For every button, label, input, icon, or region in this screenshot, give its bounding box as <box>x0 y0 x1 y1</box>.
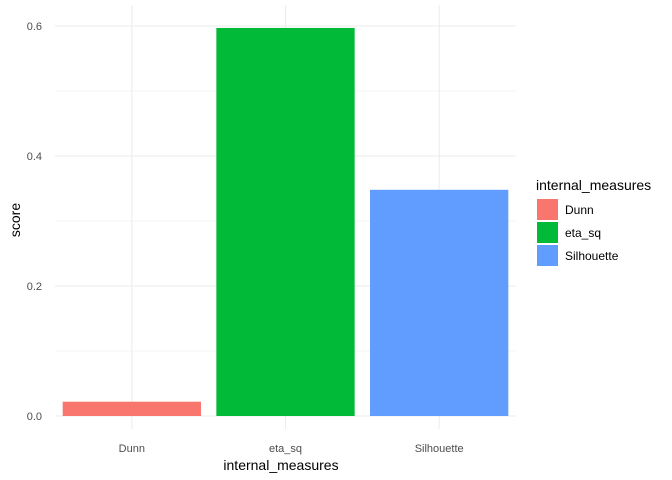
y-tick-label: 0.2 <box>27 281 42 293</box>
x-axis-ticks: Dunn eta_sq Silhouette <box>119 443 464 455</box>
x-axis-title: internal_measures <box>223 457 338 473</box>
legend-key-silhouette <box>537 245 558 266</box>
bar-dunn <box>62 401 201 416</box>
legend-label: eta_sq <box>565 226 601 240</box>
y-tick-label: 0.0 <box>27 411 42 423</box>
legend-title: internal_measures <box>536 177 651 193</box>
legend-items: Dunn eta_sq Silhouette <box>537 199 619 266</box>
legend: internal_measures Dunn eta_sq Silhouette <box>536 177 651 266</box>
x-tick-label: Silhouette <box>415 443 464 455</box>
x-tick-label: eta_sq <box>269 443 302 455</box>
legend-key-eta-sq <box>537 222 558 243</box>
y-tick-label: 0.6 <box>27 21 42 33</box>
bars-layer <box>62 27 509 416</box>
x-tick-label: Dunn <box>119 443 145 455</box>
bar-silhouette <box>370 189 509 416</box>
y-axis-title: score <box>7 203 23 237</box>
legend-key-dunn <box>537 199 558 220</box>
bar-eta-sq <box>216 27 355 416</box>
y-tick-label: 0.4 <box>27 151 42 163</box>
y-axis-ticks: 0.0 0.2 0.4 0.6 <box>27 21 42 423</box>
legend-label: Dunn <box>565 203 594 217</box>
legend-label: Silhouette <box>565 249 619 263</box>
